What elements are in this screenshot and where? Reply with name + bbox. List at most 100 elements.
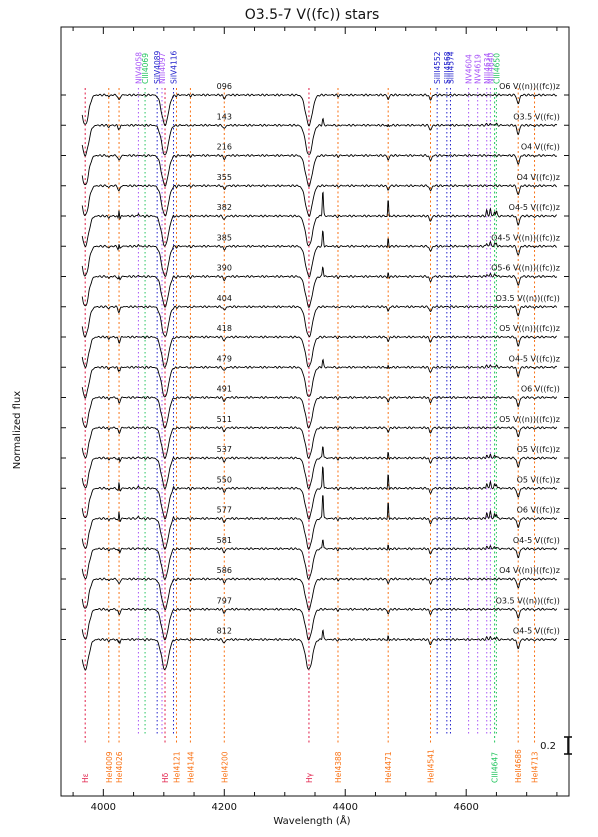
spectrum-id-143: 143 bbox=[217, 112, 232, 121]
bottom-line-labels: Hε HeI4009 HeI4026 Hδ HeI4121 HeI4144 HeI4200 H… bbox=[81, 749, 539, 783]
spectrum-line-479 bbox=[81, 358, 558, 399]
spectrum-382: 382 O4-5 V((fc))z bbox=[61, 191, 569, 248]
spectrum-385: 385 O4-5 V((n))((fc))z bbox=[61, 230, 569, 278]
axis-ticks: 4000 4200 4400 4600 bbox=[72, 27, 558, 813]
spectrum-096: 096 O6 V((n))((fc))z bbox=[61, 82, 569, 127]
spectrum-355: 355 O4 V((fc))z bbox=[61, 173, 569, 217]
bottom-label-11: CIII4647 bbox=[491, 752, 500, 783]
spectrum-line-812 bbox=[81, 629, 557, 671]
x-tick-label-4400: 4400 bbox=[333, 802, 358, 813]
spectrum-id-385: 385 bbox=[217, 233, 232, 242]
x-axis-label: Wavelength (Å) bbox=[273, 814, 350, 827]
top-label-8: NV4604 bbox=[465, 54, 474, 84]
spectrum-line-511 bbox=[81, 426, 558, 459]
spectrum-390: 390 O5-6 V((n))((fc))z bbox=[61, 264, 569, 308]
spectrum-sptype-390: O5-6 V((n))((fc))z bbox=[491, 264, 560, 273]
bottom-label-1: HeI4009 bbox=[105, 751, 114, 783]
spectrum-sptype-491: O6 V((fc)) bbox=[521, 385, 560, 394]
spectra-group: 096 O6 V((n))((fc))z 143 O3.5 V((fc)) 216 O4 … bbox=[61, 82, 569, 671]
spectrum-479: 479 O4-5 V((fc))z bbox=[61, 354, 569, 399]
spectrum-sptype-143: O3.5 V((fc)) bbox=[513, 112, 560, 121]
top-label-9: NV4619 bbox=[474, 54, 483, 84]
bottom-label-5: HeI4144 bbox=[186, 751, 195, 783]
spectrum-line-096 bbox=[81, 93, 558, 127]
spectrum-line-586 bbox=[81, 577, 558, 611]
spectrum-line-404 bbox=[81, 305, 558, 338]
top-label-4: SiIV4116 bbox=[170, 50, 179, 84]
spectrum-id-382: 382 bbox=[217, 203, 232, 212]
top-label-1: CIII4069 bbox=[141, 53, 150, 84]
spectrum-sptype-418: O5 V((n))((fc))z bbox=[499, 324, 560, 333]
spectrum-line-385 bbox=[81, 230, 557, 278]
spectrum-id-797: 797 bbox=[217, 596, 232, 605]
spectrum-812: 812 O4-5 V((fc)) bbox=[61, 627, 569, 671]
line-markers bbox=[84, 88, 536, 745]
scale-bar-label: 0.2 bbox=[540, 741, 556, 752]
spectrum-line-355 bbox=[81, 184, 557, 217]
spectrum-id-812: 812 bbox=[217, 627, 232, 636]
x-tick-label-4600: 4600 bbox=[453, 802, 478, 813]
x-tick-label-4000: 4000 bbox=[91, 802, 116, 813]
bottom-label-12: HeII4686 bbox=[514, 749, 523, 783]
spectrum-id-418: 418 bbox=[217, 324, 232, 333]
spectrum-line-491 bbox=[81, 395, 558, 429]
spectrum-491: 491 O6 V((fc)) bbox=[61, 385, 569, 429]
spectrum-id-390: 390 bbox=[217, 264, 232, 273]
top-label-5: SiIII4552 bbox=[433, 51, 442, 84]
spectrum-sptype-797: O3.5 V((n))((fc)) bbox=[496, 596, 560, 605]
spectrum-line-581 bbox=[81, 539, 558, 580]
spectrum-577: 577 O6 V((fc))z bbox=[61, 495, 569, 550]
spectrum-id-479: 479 bbox=[217, 354, 232, 363]
bottom-label-6: HeI4200 bbox=[220, 751, 229, 783]
spectrum-537: 537 O5 V((fc))z bbox=[61, 445, 569, 490]
bottom-label-7: Hγ bbox=[305, 772, 314, 783]
spectrum-sptype-404: O3.5 V((n))((fc)) bbox=[496, 294, 560, 303]
spectrum-216: 216 O4 V((fc)) bbox=[61, 143, 569, 187]
x-tick-label-4200: 4200 bbox=[212, 802, 237, 813]
top-label-11: NIII4640 bbox=[486, 52, 495, 84]
spectrum-line-382 bbox=[81, 191, 557, 248]
scale-bar: 0.2 bbox=[540, 736, 572, 755]
top-label-2: SiIV4089 bbox=[153, 50, 162, 84]
bottom-label-10: HeII4541 bbox=[427, 749, 436, 783]
spectrum-line-390 bbox=[81, 266, 558, 308]
spectrum-550: 550 O5 V((fc))z bbox=[61, 466, 569, 520]
bottom-label-9: HeI4471 bbox=[384, 751, 393, 783]
spectrum-id-586: 586 bbox=[217, 566, 232, 575]
spectrum-sptype-581: O4-5 V((fc)) bbox=[513, 536, 560, 545]
y-axis-label: Normalized flux bbox=[12, 391, 23, 470]
spectrum-line-418 bbox=[81, 335, 557, 369]
bottom-label-8: HeI4388 bbox=[334, 751, 343, 783]
spectrum-line-143 bbox=[81, 117, 558, 157]
spectrum-id-581: 581 bbox=[217, 536, 232, 545]
top-label-12: CIII4650 bbox=[492, 53, 501, 84]
top-label-0: NIV4058 bbox=[134, 52, 143, 84]
spectrum-id-096: 096 bbox=[217, 82, 232, 91]
spectrum-id-537: 537 bbox=[217, 445, 232, 454]
top-label-10: NIII4634 bbox=[483, 52, 492, 84]
bottom-label-4: HeI4121 bbox=[173, 751, 182, 783]
spectrum-sptype-385: O4-5 V((n))((fc))z bbox=[491, 233, 560, 242]
spectrum-143: 143 O3.5 V((fc)) bbox=[61, 112, 569, 157]
spectrum-sptype-096: O6 V((n))((fc))z bbox=[499, 82, 560, 91]
top-label-6: SiIII4568 bbox=[443, 51, 452, 84]
top-label-7: SiIII4574 bbox=[447, 51, 456, 84]
spectrum-line-550 bbox=[81, 466, 558, 520]
spectrum-id-404: 404 bbox=[217, 294, 232, 303]
spectrum-id-577: 577 bbox=[217, 506, 232, 515]
spectrum-sptype-550: O5 V((fc))z bbox=[517, 475, 560, 484]
spectrum-line-537 bbox=[81, 446, 558, 490]
figure-title: O3.5-7 V((fc)) stars bbox=[245, 7, 380, 23]
spectrum-797: 797 O3.5 V((n))((fc)) bbox=[61, 596, 569, 641]
top-label-3: NIII4097 bbox=[158, 52, 167, 84]
spectrum-id-491: 491 bbox=[217, 385, 232, 394]
bottom-label-13: HeI4713 bbox=[531, 751, 540, 783]
spectrum-line-216 bbox=[81, 153, 558, 187]
spectrum-sptype-479: O4-5 V((fc))z bbox=[509, 354, 560, 363]
spectrum-sptype-355: O4 V((fc))z bbox=[517, 173, 560, 182]
spectrum-id-355: 355 bbox=[217, 173, 232, 182]
spectrum-404: 404 O3.5 V((n))((fc)) bbox=[61, 294, 569, 338]
spectrum-line-797 bbox=[81, 607, 558, 641]
